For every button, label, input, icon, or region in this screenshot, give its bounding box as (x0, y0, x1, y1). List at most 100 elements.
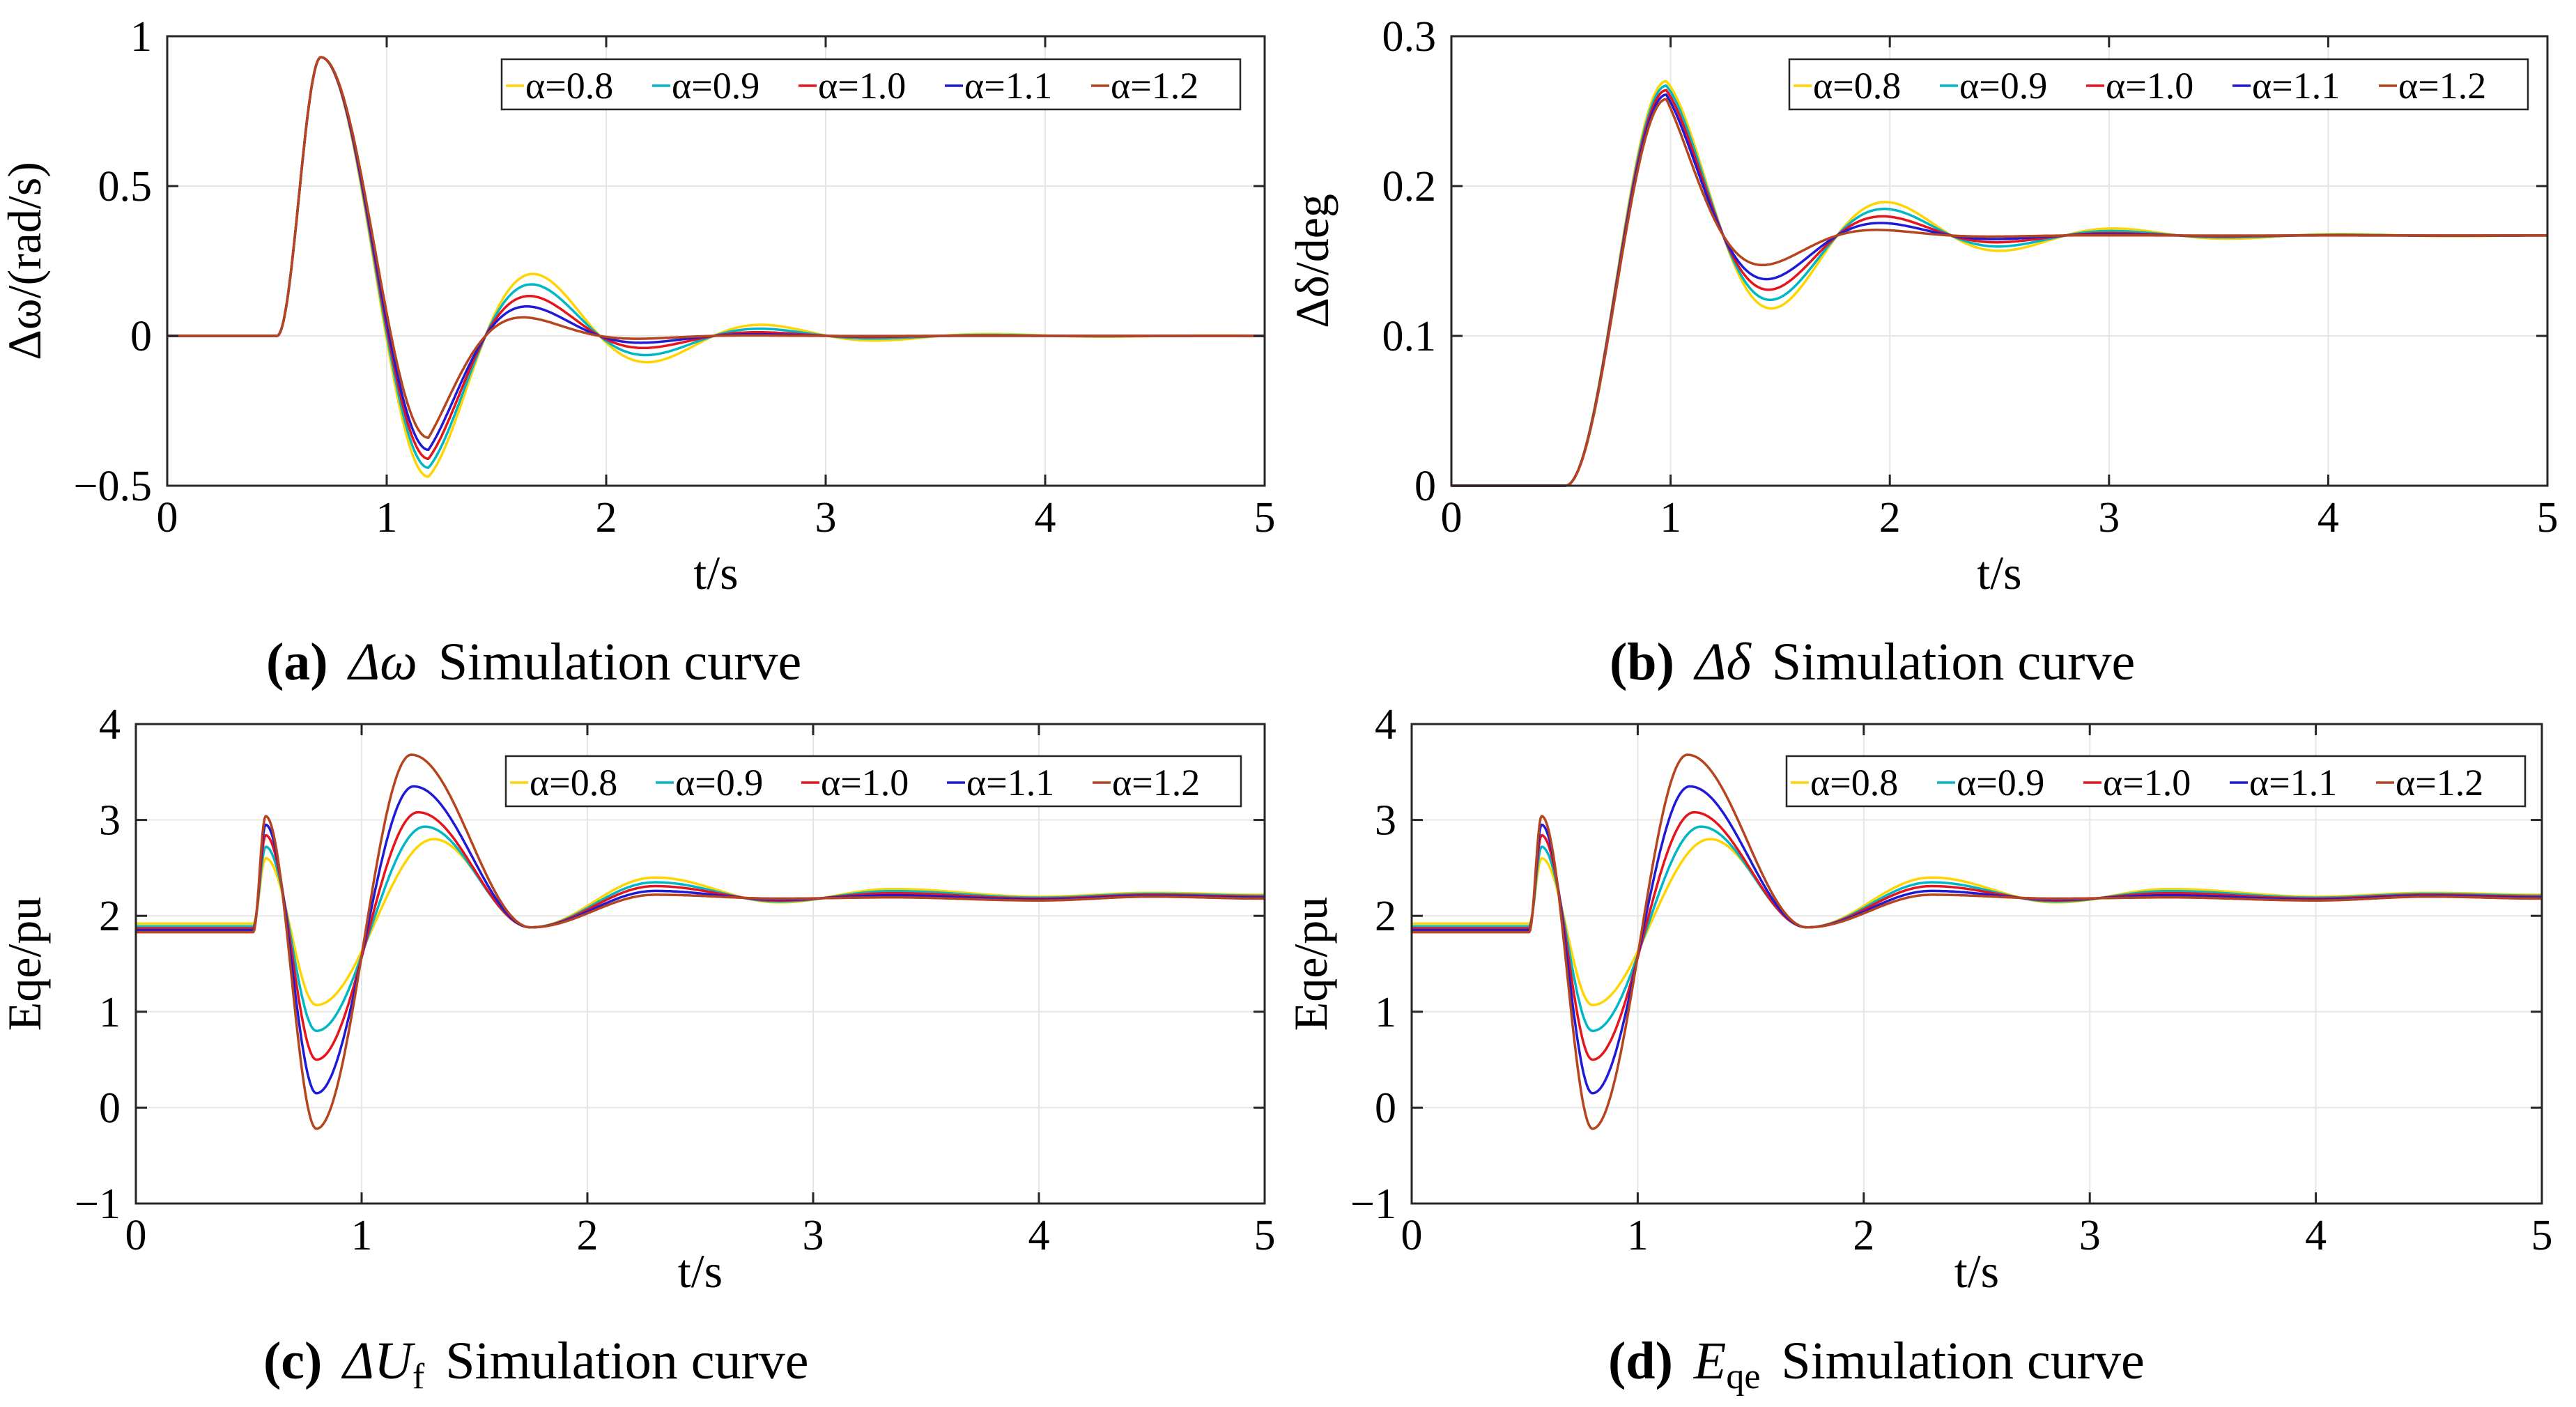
legend-label: α=1.2 (2398, 65, 2486, 107)
caption-label: (b) (1610, 633, 1674, 691)
x-tick-label: 1 (351, 1212, 373, 1259)
legend-label: α=0.8 (1810, 762, 1898, 804)
series-line-α=1.2 (167, 56, 1265, 439)
x-axis-label: t/s (1977, 546, 2021, 599)
y-tick-label: 0.2 (1382, 163, 1437, 210)
x-tick-label: 1 (376, 494, 398, 541)
caption-symbol: Eqe (1693, 1332, 1761, 1395)
legend-label: α=1.2 (1112, 762, 1200, 804)
y-tick-label: 2 (1375, 893, 1396, 940)
x-tick-label: 2 (577, 1212, 599, 1259)
legend-label: α=1.2 (2396, 762, 2483, 804)
x-tick-label: 5 (2537, 494, 2559, 541)
y-tick-label: −1 (75, 1181, 121, 1228)
y-tick-label: 4 (99, 701, 121, 748)
legend-label: α=1.0 (818, 65, 906, 107)
caption-symbol-main: ΔU (343, 1332, 412, 1390)
y-tick-label: 0.1 (1382, 313, 1437, 360)
caption-d: (d) Eqe Simulation curve (1608, 1335, 2145, 1395)
y-tick-label: 0 (130, 313, 152, 360)
legend-label: α=0.8 (530, 762, 617, 804)
y-axis-label: Δδ/deg (1286, 194, 1339, 328)
y-tick-label: 2 (99, 893, 121, 940)
legend-box (1788, 58, 2529, 111)
axes-box (166, 35, 1266, 487)
caption-symbol-sub: f (412, 1357, 425, 1397)
caption-symbol: ΔUf (343, 1332, 424, 1395)
legend: α=0.8 α=0.9 α=1.0 α=1.1 α=1.2 (504, 755, 1242, 808)
panel-b: 0 1 2 3 4 5 0 0.1 0.2 0.3 t/s Δδ/deg α=0.8 α=0.9 α=1.0… (1286, 0, 2576, 703)
chart-a: 0 1 2 3 4 5−0.500.51t/sΔω/(rad/s)α=0.8 α=0.9 α=… (0, 13, 1276, 599)
series-line-α=1.2 (1411, 753, 2543, 1130)
panel-d: 0 1 2 3 4 5 −1 0 1 2 3 4 t/s Eqe/pu α=0.8 α=0.9 α=1.0 α=1… (1284, 701, 2576, 1407)
plot-area (167, 36, 1265, 486)
legend-box (500, 58, 1242, 111)
caption-symbol: Δδ (1695, 633, 1751, 691)
axes-box (1410, 723, 2543, 1205)
x-tick-label: 4 (1035, 494, 1056, 541)
legend-label: α=1.0 (821, 762, 909, 804)
chart-b: 0 1 2 3 4 5 0 0.1 0.2 0.3 t/s Δδ/deg α=0.8 α=0.9 α=1.0… (1286, 13, 2559, 599)
caption-symbol-main: E (1693, 1332, 1727, 1390)
legend-label: α=1.1 (2249, 762, 2337, 804)
x-tick-label: 3 (2079, 1212, 2101, 1259)
x-tick-label: 5 (1254, 1212, 1276, 1259)
y-tick-label: 3 (1375, 797, 1396, 845)
legend-label: α=1.1 (966, 762, 1054, 804)
legend-label: α=1.1 (2252, 65, 2340, 107)
x-tick-label: 5 (1254, 494, 1276, 541)
caption-text: Simulation curve (1771, 633, 2136, 691)
x-axis-label: t/s (1954, 1245, 1999, 1298)
x-tick-label: 0 (1401, 1212, 1423, 1259)
legend: α=0.8 α=0.9 α=1.0 α=1.1 α=1.2 (1788, 58, 2529, 111)
caption-text: Simulation curve (445, 1332, 809, 1390)
caption-symbol-sub: qe (1726, 1357, 1761, 1397)
y-tick-label: −1 (1350, 1181, 1396, 1228)
x-tick-label: 3 (815, 494, 837, 541)
y-tick-label: 0.3 (1382, 13, 1437, 61)
axes-box (1450, 35, 2549, 487)
legend-label: α=0.9 (1959, 65, 2047, 107)
legend-label: α=1.0 (2106, 65, 2193, 107)
caption-label: (d) (1608, 1332, 1673, 1390)
x-tick-label: 3 (803, 1212, 824, 1259)
y-axis-label: Eqe/pu (1284, 897, 1337, 1031)
caption-a: (a) Δω Simulation curve (266, 636, 801, 689)
x-axis-label: t/s (693, 546, 738, 599)
caption-text: Simulation curve (438, 633, 802, 691)
caption-label: (c) (263, 1332, 323, 1390)
y-tick-label: 0 (1375, 1084, 1396, 1132)
x-tick-label: 4 (2317, 494, 2339, 541)
y-tick-label: 0 (1414, 463, 1436, 510)
caption-symbol: Δω (348, 633, 417, 691)
legend: α=0.8 α=0.9 α=1.0 α=1.1 α=1.2 (500, 58, 1242, 111)
x-tick-label: 3 (2098, 494, 2120, 541)
y-tick-label: 3 (99, 797, 121, 845)
x-tick-label: 4 (1028, 1212, 1050, 1259)
x-axis-label: t/s (678, 1245, 723, 1298)
x-tick-label: 2 (596, 494, 617, 541)
legend-label: α=0.8 (1813, 65, 1901, 107)
x-tick-label: 1 (1627, 1212, 1649, 1259)
y-axis-label: Eqe/pu (0, 897, 51, 1031)
x-tick-label: 0 (125, 1212, 147, 1259)
x-tick-label: 4 (2305, 1212, 2327, 1259)
legend-label: α=1.0 (2103, 762, 2191, 804)
x-tick-label: 1 (1660, 494, 1681, 541)
panel-a: 0 1 2 3 4 5 −0.5 0 0.5 1 t/s Δω/(rad/s) α=0.8 α=0.9 α=… (0, 0, 1288, 703)
caption-c: (c) ΔUf Simulation curve (263, 1335, 809, 1395)
x-tick-label: 0 (157, 494, 178, 541)
caption-b: (b) Δδ Simulation curve (1610, 636, 2135, 689)
y-tick-label: 0 (99, 1084, 121, 1132)
y-tick-label: 4 (1375, 701, 1396, 748)
series-line-α=1.2 (135, 753, 1265, 1130)
axes-box (134, 723, 1266, 1205)
series-line-α=1.2 (1451, 98, 2548, 487)
legend-label: α=1.2 (1111, 65, 1198, 107)
y-tick-label: 1 (1375, 989, 1396, 1036)
legend-label: α=1.1 (964, 65, 1052, 107)
panel-c: 0 1 2 3 4 5 −1 0 1 2 3 4 t/s Eqe/pu α=0.8 α=0.9 α=1.0 α=1… (0, 701, 1288, 1407)
legend: α=0.8 α=0.9 α=1.0 α=1.1 α=1.2 (1785, 755, 2527, 808)
x-tick-label: 2 (1879, 494, 1901, 541)
